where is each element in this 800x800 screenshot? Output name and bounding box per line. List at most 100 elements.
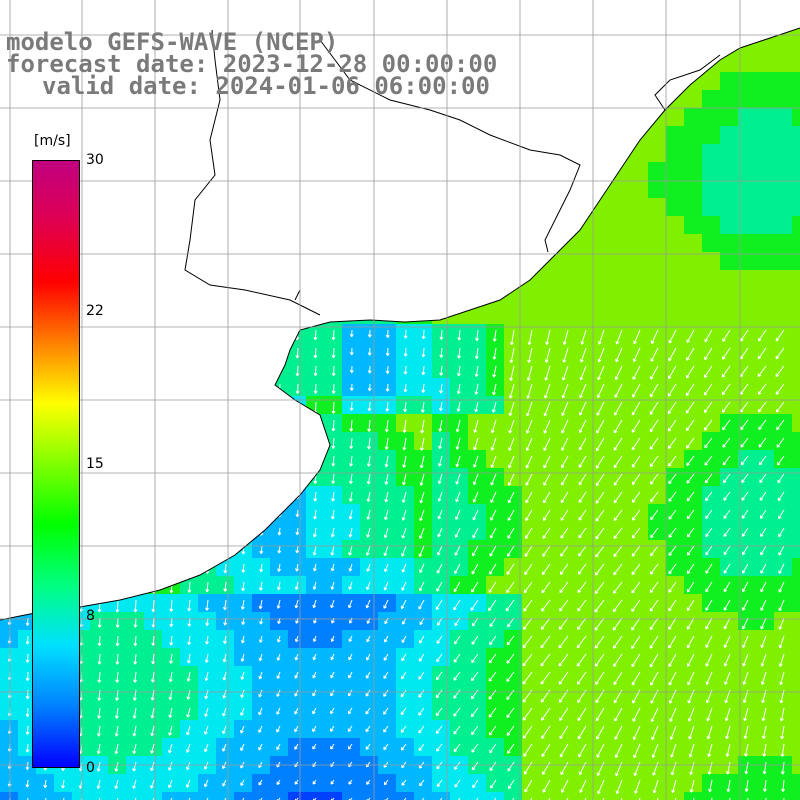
- wind-vector: [418, 599, 425, 610]
- wind-vector: [615, 329, 623, 345]
- wind-speed-cell: [792, 234, 800, 252]
- wind-speed-cell: [594, 306, 612, 324]
- wind-speed-cell: [720, 324, 738, 342]
- wind-vector: [650, 329, 659, 344]
- wind-speed-cell: [594, 720, 612, 738]
- wind-vector: [471, 563, 479, 575]
- wind-vector: [383, 689, 389, 697]
- wind-vector: [223, 563, 228, 574]
- wind-vector: [223, 581, 228, 592]
- wind-vector: [488, 581, 497, 593]
- wind-vector: [133, 653, 138, 665]
- wind-speed-cell: [360, 414, 378, 432]
- wind-vector: [240, 725, 245, 734]
- wind-speed-cell: [756, 468, 774, 486]
- wind-vector: [758, 455, 767, 466]
- wind-speed-cell: [108, 612, 126, 630]
- wind-vector: [240, 653, 245, 662]
- wind-vector: [775, 383, 785, 395]
- colorbar-unit: [m/s]: [34, 133, 71, 149]
- wind-vector: [276, 707, 281, 715]
- wind-vector: [385, 401, 390, 412]
- wind-vector: [705, 671, 713, 685]
- wind-vector: [760, 671, 767, 685]
- wind-vector: [507, 527, 515, 539]
- wind-vector: [579, 365, 587, 381]
- wind-vector: [595, 491, 605, 504]
- wind-vector: [385, 329, 390, 338]
- wind-vector: [476, 797, 479, 800]
- wind-vector: [331, 383, 336, 394]
- wind-vector: [330, 527, 335, 538]
- wind-vector: [384, 491, 389, 503]
- wind-vector: [725, 743, 731, 757]
- wind-speed-cell: [468, 720, 486, 738]
- wind-vector: [186, 725, 191, 736]
- wind-vector: [523, 743, 533, 757]
- wind-vector: [506, 581, 515, 594]
- wind-vector: [775, 365, 785, 378]
- wind-vector: [633, 743, 641, 759]
- wind-vector: [401, 779, 407, 786]
- wind-speed-cell: [270, 792, 288, 800]
- wind-speed-cell: [414, 792, 432, 800]
- wind-speed-cell: [108, 684, 126, 702]
- wind-speed-cell: [360, 360, 378, 378]
- wind-vector: [686, 545, 695, 556]
- wind-vector: [525, 473, 533, 486]
- wind-vector: [650, 545, 659, 557]
- wind-speed-cell: [540, 774, 558, 792]
- wind-vector: [313, 365, 318, 377]
- wind-speed-cell: [774, 504, 792, 522]
- wind-vector: [562, 329, 569, 345]
- wind-vector: [668, 635, 677, 649]
- wind-speed-cell: [612, 792, 630, 800]
- wind-vector: [762, 743, 767, 757]
- wind-speed-cell: [792, 702, 800, 720]
- wind-speed-cell: [684, 180, 702, 198]
- wind-vector: [240, 797, 245, 800]
- wind-speed-cell: [378, 432, 396, 450]
- wind-vector: [474, 383, 479, 395]
- wind-speed-cell: [486, 684, 504, 702]
- wind-speed-cell: [504, 522, 522, 540]
- wind-speed-cell: [702, 306, 720, 324]
- wind-speed-cell: [486, 558, 504, 576]
- wind-speed-cell: [756, 450, 774, 468]
- wind-speed-cell: [792, 468, 800, 486]
- wind-vector: [204, 725, 209, 735]
- wind-speed-cell: [414, 648, 432, 666]
- wind-vector: [206, 797, 209, 800]
- wind-vector: [133, 599, 138, 613]
- wind-speed-cell: [432, 792, 450, 800]
- wind-speed-cell: [432, 378, 450, 396]
- wind-speed-cell: [720, 162, 738, 180]
- wind-vector: [722, 419, 731, 431]
- wind-vector: [349, 347, 354, 356]
- wind-speed-cell: [738, 252, 756, 270]
- wind-speed-cell: [324, 396, 342, 414]
- wind-speed-cell: [0, 792, 18, 800]
- wind-speed-cell: [126, 792, 144, 800]
- wind-vector: [649, 617, 659, 631]
- wind-speed-cell: [720, 486, 738, 504]
- wind-speed-cell: [720, 54, 738, 72]
- wind-vector: [631, 527, 641, 539]
- wind-speed-cell: [396, 702, 414, 720]
- wind-vector: [631, 455, 641, 468]
- wind-vector: [705, 509, 713, 520]
- wind-speed-cell: [792, 270, 800, 288]
- wind-vector: [240, 635, 245, 644]
- wind-vector: [613, 419, 623, 434]
- wind-speed-cell: [396, 612, 414, 630]
- wind-vector: [132, 725, 137, 737]
- wind-vector: [453, 671, 461, 681]
- wind-vector: [540, 635, 551, 649]
- wind-speed-cell: [792, 504, 800, 522]
- wind-speed-cell: [684, 126, 702, 144]
- wind-vector: [649, 455, 659, 468]
- wind-speed-cell: [144, 594, 162, 612]
- wind-vector: [330, 689, 335, 697]
- wind-speed-cell: [468, 738, 486, 756]
